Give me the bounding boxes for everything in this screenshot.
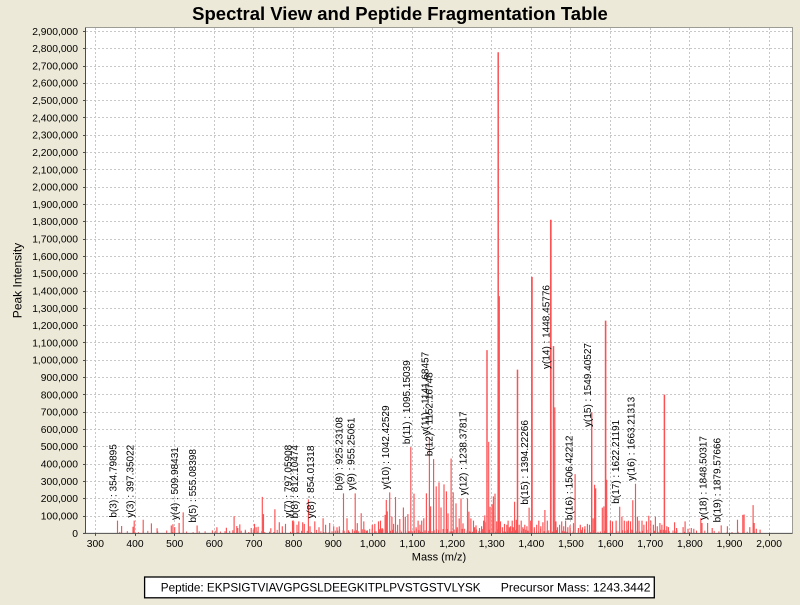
svg-text:y(14) : 1448.45776: y(14) : 1448.45776 [542,285,553,369]
svg-text:900: 900 [325,539,342,550]
svg-text:1,100,000: 1,100,000 [32,338,78,349]
svg-text:600,000: 600,000 [41,425,78,436]
svg-text:800: 800 [285,539,302,550]
svg-text:Spectral View and Peptide Frag: Spectral View and Peptide Fragmentation … [192,3,608,24]
svg-text:b(8) : 812.10474: b(8) : 812.10474 [290,445,301,519]
svg-text:b(15) : 1394.22266: b(15) : 1394.22266 [520,420,531,505]
svg-text:800,000: 800,000 [41,390,78,401]
svg-text:1,700,000: 1,700,000 [32,235,78,246]
svg-text:2,700,000: 2,700,000 [32,61,78,72]
svg-text:100,000: 100,000 [41,512,78,523]
svg-text:Mass (m/z): Mass (m/z) [412,552,466,564]
svg-text:1,700: 1,700 [637,539,663,550]
svg-text:1,900: 1,900 [717,539,743,550]
svg-text:2,000: 2,000 [756,539,782,550]
svg-text:200,000: 200,000 [41,494,78,505]
svg-text:b(16) : 1506.42212: b(16) : 1506.42212 [565,435,576,520]
svg-text:2,300,000: 2,300,000 [32,131,78,142]
svg-text:2,600,000: 2,600,000 [32,79,78,90]
svg-text:1,400: 1,400 [518,539,544,550]
svg-text:500,000: 500,000 [41,442,78,453]
svg-text:1,600,000: 1,600,000 [32,252,78,263]
svg-text:300: 300 [87,539,104,550]
svg-text:1,600: 1,600 [598,539,624,550]
svg-text:1,000: 1,000 [360,539,386,550]
svg-text:1,500: 1,500 [558,539,584,550]
svg-text:2,000,000: 2,000,000 [32,183,78,194]
svg-text:700,000: 700,000 [41,408,78,419]
svg-text:y(11) : 1141.68457: y(11) : 1141.68457 [421,351,432,434]
svg-text:1,200: 1,200 [439,539,465,550]
svg-text:2,400,000: 2,400,000 [32,113,78,124]
svg-text:Peptide: EKPSIGTVIAVGPGSLDEEGK: Peptide: EKPSIGTVIAVGPGSLDEEGKITPLPVSTGS… [161,581,481,594]
svg-text:1,500,000: 1,500,000 [32,269,78,280]
svg-text:b(11) : 1095.15039: b(11) : 1095.15039 [402,360,413,444]
svg-text:y(12) : 1238.37817: y(12) : 1238.37817 [459,411,470,495]
svg-text:400: 400 [126,539,143,550]
svg-text:b(17) : 1622.21191: b(17) : 1622.21191 [611,419,622,503]
svg-text:1,200,000: 1,200,000 [32,321,78,332]
svg-text:400,000: 400,000 [41,460,78,471]
svg-text:b(12) : 1152.16748: b(12) : 1152.16748 [425,372,436,456]
svg-text:1,300,000: 1,300,000 [32,304,78,315]
svg-text:900,000: 900,000 [41,373,78,384]
svg-text:1,100: 1,100 [400,539,426,550]
svg-text:Peak Intensity: Peak Intensity [10,243,24,318]
svg-text:y(9) : 955.25061: y(9) : 955.25061 [346,417,357,490]
svg-text:b(19) : 1879.57666: b(19) : 1879.57666 [712,437,723,522]
svg-text:y(8) : 854.01318: y(8) : 854.01318 [306,445,317,518]
svg-text:2,100,000: 2,100,000 [32,165,78,176]
svg-text:1,800: 1,800 [677,539,703,550]
svg-text:0: 0 [72,529,78,540]
svg-text:y(3) : 397.35022: y(3) : 397.35022 [125,444,136,517]
svg-text:1,300: 1,300 [479,539,505,550]
svg-text:b(9) : 925.23108: b(9) : 925.23108 [335,417,346,491]
svg-text:1,900,000: 1,900,000 [32,200,78,211]
svg-text:2,500,000: 2,500,000 [32,96,78,107]
svg-text:300,000: 300,000 [41,477,78,488]
svg-text:700: 700 [245,539,262,550]
svg-text:y(4) : 509.98431: y(4) : 509.98431 [170,447,181,520]
svg-text:2,200,000: 2,200,000 [32,148,78,159]
svg-text:1,000,000: 1,000,000 [32,356,78,367]
svg-text:y(16) : 1663.21313: y(16) : 1663.21313 [627,396,638,480]
svg-text:b(5) : 555.08398: b(5) : 555.08398 [188,449,199,523]
svg-text:y(15) : 1549.40527: y(15) : 1549.40527 [583,343,594,427]
svg-text:b(3) : 354.79895: b(3) : 354.79895 [109,444,120,518]
svg-text:2,800,000: 2,800,000 [32,44,78,55]
svg-text:Precursor Mass: 1243.3442: Precursor Mass: 1243.3442 [501,580,651,594]
svg-text:y(18) : 1848.50317: y(18) : 1848.50317 [699,436,710,520]
svg-text:y(10) : 1042.42529: y(10) : 1042.42529 [381,405,392,489]
svg-text:y(7) : 797.05908: y(7) : 797.05908 [284,444,295,517]
svg-text:1,800,000: 1,800,000 [32,217,78,228]
svg-text:500: 500 [166,539,183,550]
svg-text:2,900,000: 2,900,000 [32,27,78,38]
svg-text:1,400,000: 1,400,000 [32,287,78,298]
svg-text:600: 600 [206,539,223,550]
